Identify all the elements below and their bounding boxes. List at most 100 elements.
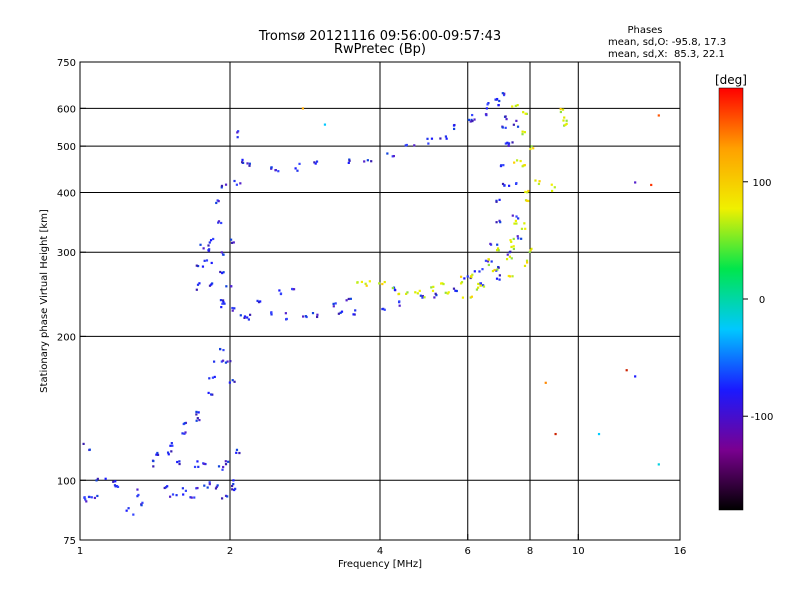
data-point-x <box>530 145 533 148</box>
data-point-o <box>257 301 261 304</box>
data-point-o <box>184 421 188 425</box>
data-point-o <box>170 442 173 445</box>
data-point-x <box>487 258 491 261</box>
data-point-o <box>506 253 509 256</box>
data-point-o <box>294 167 297 170</box>
data-point-outlier <box>554 432 557 436</box>
data-point-x <box>516 104 519 107</box>
data-point-o <box>517 217 520 220</box>
data-point-o <box>88 448 91 451</box>
data-point-o <box>209 239 213 242</box>
data-point-x <box>526 261 529 264</box>
data-point-o <box>221 302 224 305</box>
data-point-o <box>393 288 397 291</box>
y-tick-label: 100 <box>57 476 76 487</box>
data-point-o <box>334 302 337 305</box>
data-point-x <box>447 291 450 294</box>
data-point-o <box>166 485 169 488</box>
data-point-o <box>221 271 224 275</box>
data-point-o <box>413 144 416 147</box>
data-point-o <box>235 451 238 454</box>
data-point-outlier <box>657 463 660 466</box>
data-point-x <box>432 285 435 288</box>
data-point-o <box>235 448 239 451</box>
data-point-o <box>152 465 155 468</box>
data-point-o <box>291 287 294 291</box>
data-point-o <box>467 118 471 121</box>
data-point-o <box>169 444 172 447</box>
data-point-o <box>211 376 215 379</box>
data-point-o <box>243 316 246 319</box>
data-point-o <box>487 101 490 105</box>
data-point-x <box>459 275 463 278</box>
data-point-o <box>224 361 228 364</box>
data-point-x <box>405 292 408 295</box>
data-point-o <box>391 155 394 158</box>
data-point-o <box>220 221 223 225</box>
data-point-outlier <box>544 381 547 384</box>
data-point-o <box>104 477 107 480</box>
data-point-o <box>96 494 99 498</box>
data-point-o <box>224 463 228 466</box>
data-point-o <box>141 501 144 504</box>
data-point-x <box>534 179 537 182</box>
data-point-o <box>504 115 507 118</box>
data-point-x <box>511 275 514 278</box>
data-point-o <box>497 104 500 107</box>
data-point-o <box>220 360 223 363</box>
x-tick-label: 8 <box>527 546 533 557</box>
data-point-o <box>248 162 251 165</box>
data-point-o <box>222 301 225 304</box>
data-point-x <box>521 130 524 133</box>
data-point-o <box>506 141 509 144</box>
data-point-o <box>85 500 88 503</box>
data-point-outlier <box>301 107 305 110</box>
data-point-o <box>231 379 234 382</box>
data-point-o <box>444 135 447 138</box>
data-point-x <box>538 180 541 183</box>
chart-subtitle: RwPretec (Bp) <box>334 42 426 57</box>
data-point-o <box>366 159 369 162</box>
data-point-o <box>226 495 229 498</box>
data-point-x <box>440 282 443 285</box>
data-point-o <box>197 465 200 468</box>
data-point-x <box>491 269 495 273</box>
data-point-o <box>221 299 225 302</box>
data-point-o <box>239 314 242 317</box>
data-point-o <box>292 288 296 291</box>
data-point-o <box>213 375 216 379</box>
data-point-o <box>507 142 511 145</box>
data-point-o <box>496 97 499 101</box>
data-point-o <box>166 451 170 454</box>
data-point-x <box>512 245 515 248</box>
data-point-outlier <box>657 114 660 117</box>
data-point-x <box>470 295 474 298</box>
data-point-x <box>523 164 526 167</box>
data-point-o <box>224 494 228 497</box>
phase-stats-o: mean, sd,O: -95.8, 17.3 <box>608 37 726 48</box>
data-point-o <box>176 460 179 464</box>
data-point-x <box>423 296 426 299</box>
data-point-o <box>304 315 307 318</box>
data-point-o <box>363 160 366 163</box>
data-point-o <box>484 259 488 262</box>
data-point-o <box>137 493 140 497</box>
data-point-o <box>347 161 350 164</box>
data-point-o <box>198 282 201 285</box>
data-point-o <box>386 152 389 155</box>
data-point-x <box>514 104 517 108</box>
data-point-o <box>212 360 216 363</box>
chart-title: Tromsø 20121116 09:56:00-09:57:43 <box>258 29 501 44</box>
data-point-o <box>439 137 442 140</box>
data-point-o <box>314 162 317 165</box>
data-point-o <box>208 481 211 484</box>
data-point-x <box>378 282 381 285</box>
data-point-o <box>155 453 158 456</box>
data-point-o <box>231 306 234 310</box>
data-point-o <box>455 289 458 293</box>
colorbar <box>718 87 744 511</box>
colorbar-tick-label: 0 <box>759 295 765 306</box>
data-point-o <box>270 167 273 170</box>
data-point-x <box>537 182 541 186</box>
